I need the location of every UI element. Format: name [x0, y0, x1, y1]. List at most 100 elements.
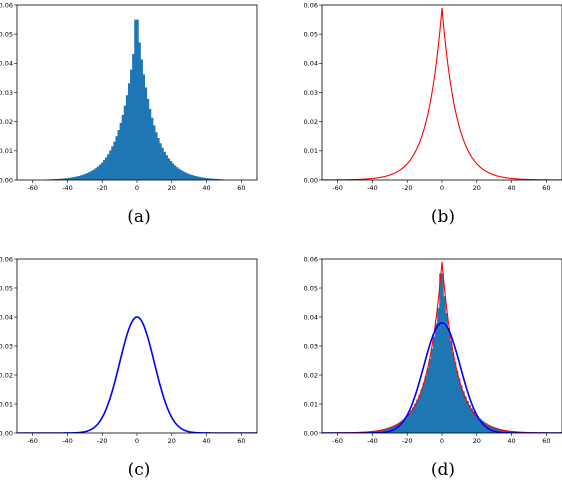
hist-bar: [188, 174, 191, 180]
hist-bar: [472, 411, 476, 433]
y-tick-label: 0.06: [304, 1, 318, 9]
chart-panel-b: -60 -40 -20 0 20 40 60 0.00 0.01 0.02 0.03 0.04 0.05…: [304, 1, 562, 227]
hist-bar: [190, 174, 194, 180]
y-tick-label: 0.06: [0, 255, 13, 263]
hist-bar: [211, 178, 214, 180]
hist-bar: [441, 273, 444, 433]
hist-bar: [499, 429, 503, 433]
hist-bar: [163, 151, 166, 180]
hist-bar: [435, 323, 438, 433]
hist-bar: [153, 125, 156, 180]
hist-bar: [410, 410, 413, 433]
x-tick-label: -20: [97, 184, 108, 192]
plot-area: [46, 19, 225, 180]
axes-frame: [321, 4, 562, 181]
hist-bar: [424, 376, 428, 433]
hist-bar: [171, 163, 175, 180]
hist-bar: [217, 179, 221, 180]
hist-bar: [376, 430, 380, 433]
hist-bar: [69, 177, 72, 180]
hist-bar: [175, 167, 179, 180]
y-tick-label: 0.05: [304, 284, 318, 292]
hist-bar: [380, 429, 384, 433]
hist-bar: [399, 421, 403, 433]
hist-bar: [130, 69, 133, 180]
hist-bar: [90, 171, 93, 180]
y-tick-label: 0.03: [304, 89, 318, 97]
hist-bar: [100, 162, 104, 180]
y-tick-label: 0.03: [0, 89, 13, 97]
hist-bar: [134, 19, 137, 180]
hist-bar: [150, 117, 154, 180]
hist-bar: [148, 108, 152, 180]
hist-bar: [63, 178, 66, 180]
hist-bar: [167, 158, 171, 180]
y-tick-label: 0.04: [0, 60, 13, 68]
hist-bar: [77, 175, 81, 180]
chart-panel-c: -60 -40 -20 0 20 40 60 0.00 0.01 0.02 0.03 0.04 0.05…: [0, 255, 258, 480]
hist-bar: [75, 176, 79, 180]
panel-caption: (c): [128, 460, 151, 480]
hist-bar: [86, 173, 89, 180]
x-tick-label: 20: [168, 184, 176, 192]
plot-area: [17, 316, 257, 433]
hist-bar: [178, 168, 181, 180]
hist-bar: [157, 138, 160, 180]
hist-bar: [96, 166, 100, 180]
hist-bar: [382, 428, 386, 433]
hist-bar: [462, 391, 465, 433]
x-tick-label: 20: [473, 437, 481, 445]
hist-bar: [173, 165, 177, 180]
hist-bar: [54, 179, 58, 180]
panel-caption: (a): [127, 207, 150, 227]
hist-bar: [387, 427, 390, 433]
hist-bar: [59, 178, 62, 180]
x-tick-label: 60: [542, 437, 550, 445]
hist-bar: [405, 415, 409, 433]
hist-bar: [407, 413, 411, 433]
hist-bar: [418, 394, 421, 433]
y-tick-label: 0.04: [304, 60, 318, 68]
x-tick-label: -60: [332, 184, 343, 192]
hist-bar: [416, 399, 419, 433]
hist-bar: [209, 178, 212, 180]
hist-bar: [165, 155, 168, 180]
hist-bar: [198, 177, 202, 180]
y-tick-label: 0.01: [304, 400, 318, 408]
x-tick-label: 60: [237, 184, 245, 192]
hist-bar: [445, 313, 448, 433]
hist-bar: [144, 87, 148, 180]
hist-bar: [203, 177, 206, 180]
hist-bar: [447, 327, 451, 433]
x-tick-label: -40: [62, 437, 73, 445]
hist-bar: [125, 95, 129, 180]
hist-bar: [84, 173, 87, 180]
hist-bar: [372, 430, 375, 433]
hist-bar: [121, 114, 125, 180]
hist-bar: [414, 403, 417, 433]
hist-bar: [159, 143, 162, 180]
x-tick-label: 0: [440, 184, 444, 192]
hist-bar: [142, 74, 146, 180]
x-tick-label: 40: [202, 437, 210, 445]
hist-bar: [506, 430, 509, 433]
chart-panel-a: -60 -40 -20 0 20 40 60 0.00 0.01 0.02 0.03 0.04 0.05…: [0, 1, 258, 227]
hist-bar: [397, 422, 400, 433]
x-tick-label: -40: [367, 437, 378, 445]
hist-bar: [98, 164, 102, 180]
hist-bar: [483, 421, 486, 433]
hist-bar: [384, 428, 388, 433]
hist-bar: [453, 362, 457, 433]
y-tick-label: 0.05: [0, 284, 13, 292]
hist-bar: [57, 178, 60, 180]
hist-bar: [478, 418, 482, 433]
hist-bar: [401, 419, 405, 433]
hist-bar: [443, 296, 446, 433]
hist-bar: [88, 172, 91, 180]
hist-bar: [65, 178, 68, 180]
hist-bar: [186, 173, 189, 180]
hist-bar: [73, 176, 77, 180]
x-tick-label: 40: [507, 184, 515, 192]
hist-bar: [140, 59, 143, 180]
hist-bar: [501, 429, 505, 433]
